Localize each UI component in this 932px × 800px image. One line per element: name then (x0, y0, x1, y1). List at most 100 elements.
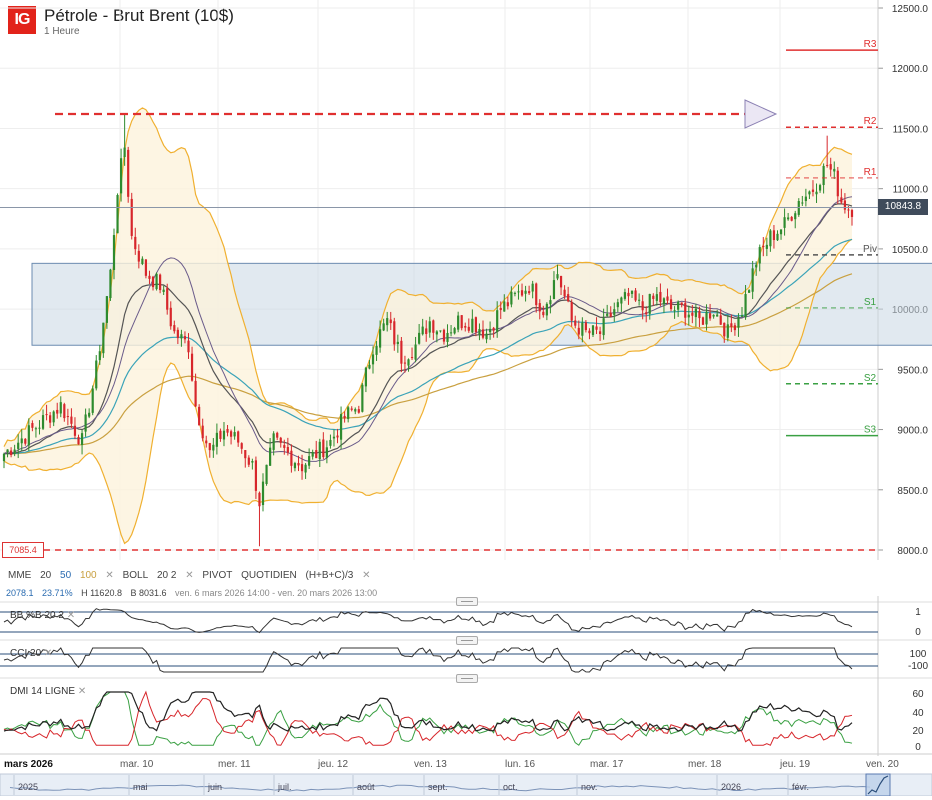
candle-body (382, 323, 385, 331)
candle-body (414, 344, 417, 360)
candle-body (464, 326, 467, 328)
mme-20: 20 (40, 570, 52, 581)
candle-body (804, 196, 807, 202)
candle-body (726, 324, 729, 338)
candle-body (219, 430, 222, 439)
candle-body (442, 329, 446, 342)
candle-body (286, 446, 289, 453)
candle-body (311, 452, 314, 457)
range-high: H 11620.8 (81, 588, 122, 598)
candle-body (386, 318, 389, 326)
candle-body (641, 301, 644, 311)
candle-body (354, 409, 357, 412)
candle-body (375, 345, 378, 355)
remove-cci-icon[interactable]: ✕ (43, 648, 53, 659)
candle-body (343, 415, 346, 419)
candle-body (606, 313, 609, 316)
mme-label[interactable]: MME (8, 570, 32, 581)
indicator-panels[interactable]: 1 0 100-100 60 40 20 0 mars 2026 mar. 10 mer. 11 j… (0, 596, 932, 796)
candle-body (712, 314, 715, 317)
pivot-label-R1: R1 (864, 167, 877, 178)
candle-body (740, 315, 744, 317)
candle-body (212, 444, 215, 451)
candle-body (542, 311, 545, 316)
candle-body (63, 404, 66, 419)
candle-body (535, 283, 538, 306)
remove-pivot-icon[interactable]: ✕ (362, 570, 371, 581)
candle-body (794, 213, 797, 220)
candle-body (407, 359, 410, 366)
candle-body (112, 235, 116, 270)
candle-body (538, 303, 541, 312)
candle-body (9, 450, 13, 456)
candle-body (130, 198, 133, 236)
price-chart[interactable]: 8000.08500.09000.09500.010000.010500.011… (0, 0, 932, 570)
remove-bb-icon[interactable]: ✕ (66, 610, 76, 621)
candle-body (80, 433, 84, 445)
candle-body (620, 297, 623, 304)
candle-body (662, 298, 666, 305)
candle-body (400, 340, 403, 364)
boll-label[interactable]: BOLL (122, 570, 149, 581)
candle-body (368, 364, 371, 369)
candles (2, 113, 854, 547)
candle-body (520, 290, 524, 296)
candle-body (276, 432, 279, 438)
candle-body (680, 302, 683, 305)
candle-body (762, 245, 765, 247)
candle-body (393, 321, 396, 345)
panel-resize-handle-1[interactable] (456, 597, 478, 606)
dmi-label[interactable]: DMI (10, 686, 29, 697)
candle-body (748, 290, 751, 293)
candle-body (56, 409, 59, 414)
candle-body (265, 464, 268, 484)
candle-body (648, 293, 651, 314)
candle-body (840, 197, 843, 203)
candle-body (194, 380, 197, 407)
candle-body (293, 463, 297, 469)
panel-resize-handle-2[interactable] (456, 636, 478, 645)
candle-body (602, 318, 605, 336)
candle-body (737, 317, 740, 328)
candle-body (723, 322, 726, 337)
remove-dmi-icon[interactable]: ✕ (77, 686, 87, 697)
candle-body (677, 301, 680, 310)
candle-body (229, 431, 233, 437)
y-tick-label: 8500.0 (897, 486, 928, 497)
timeframe-label[interactable]: 1 Heure (44, 26, 80, 37)
candle-body (247, 457, 250, 465)
panel-resize-handle-3[interactable] (456, 674, 478, 683)
candle-body (325, 447, 328, 458)
pivot-levels: R3 R2 R1 Piv S1 S2 S3 (786, 39, 878, 437)
candle-body (815, 191, 818, 195)
pivot-label-S2: S2 (864, 373, 877, 384)
candle-body (818, 185, 822, 191)
candle-body (478, 329, 481, 334)
candle-body (751, 268, 754, 292)
time-label: jeu. 19 (779, 759, 810, 770)
candle-body (70, 416, 73, 424)
candle-body (155, 273, 158, 290)
bb-label[interactable]: BB %B (10, 610, 42, 621)
pivot-label[interactable]: PIVOT (202, 570, 233, 581)
candle-body (499, 307, 502, 311)
candle-body (730, 323, 733, 327)
candle-body (272, 433, 275, 450)
candle-body (425, 328, 428, 335)
remove-mme-icon[interactable]: ✕ (105, 570, 114, 581)
remove-boll-icon[interactable]: ✕ (185, 570, 194, 581)
navigator-spike (867, 775, 889, 795)
candle-body (300, 464, 304, 472)
bb-percent-line (3, 608, 853, 634)
navigator-line (9, 784, 871, 792)
candle-body (716, 314, 719, 317)
candle-body (52, 411, 55, 423)
candle-body (556, 274, 559, 279)
candle-body (166, 288, 169, 310)
cci-label[interactable]: CCI (10, 648, 28, 659)
y-tick-label: 10500.0 (892, 245, 929, 256)
dmi-panel-legend: DMI 14 LIGNE ✕ (10, 686, 86, 697)
time-label: mar. 17 (590, 759, 624, 770)
candle-body (208, 443, 211, 451)
navigator-label: 2026 (721, 782, 741, 792)
